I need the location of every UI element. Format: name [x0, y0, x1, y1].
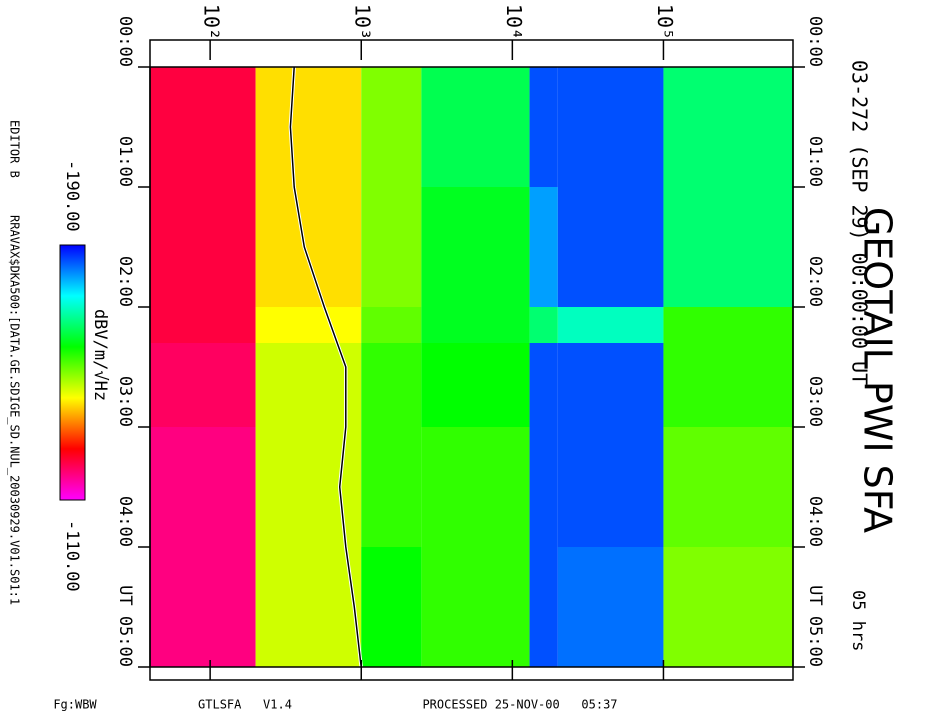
y-tick-label: 02:00 — [115, 256, 135, 307]
cell — [361, 307, 422, 343]
cell — [557, 307, 664, 343]
cell — [557, 187, 664, 307]
y-tick-label: 03:00 — [115, 376, 135, 427]
cell — [150, 427, 256, 547]
cell — [663, 67, 793, 187]
cell — [150, 547, 256, 667]
cell — [421, 67, 530, 187]
cell — [255, 187, 362, 307]
y-tick-label: UT 05:00 — [805, 585, 825, 667]
cell — [529, 343, 558, 427]
colorbar-max: -110.00 — [62, 520, 82, 592]
cell — [421, 307, 530, 343]
y-tick-label: 02:00 — [805, 256, 825, 307]
cell — [255, 307, 362, 343]
cell — [557, 67, 664, 187]
x-tick-label: 10⁵ — [653, 4, 677, 40]
colorbar-min: -190.00 — [62, 160, 82, 232]
x-tick-label: 10⁴ — [502, 4, 526, 40]
cell — [361, 67, 422, 187]
cell — [663, 307, 793, 343]
chart-title: GEOTAIL PWI SFA — [856, 207, 900, 533]
editor: EDITOR B — [8, 120, 22, 178]
cell — [421, 427, 530, 547]
y-tick-label: 04:00 — [115, 496, 135, 547]
y-tick-label: 00:00 — [115, 16, 135, 67]
cell — [557, 427, 664, 547]
cell — [361, 547, 422, 667]
y-tick-label: 03:00 — [805, 376, 825, 427]
duration: 05 hrs — [848, 590, 868, 651]
cell — [529, 307, 558, 343]
y-tick-label: 00:00 — [805, 16, 825, 67]
x-tick-label: 10² — [200, 4, 224, 40]
cell — [421, 343, 530, 427]
cell — [150, 343, 256, 427]
footer-left: Fg:WBW — [53, 698, 97, 712]
cell — [663, 547, 793, 667]
y-tick-label: 04:00 — [805, 496, 825, 547]
y-tick-label: UT 05:00 — [115, 585, 135, 667]
cell — [255, 67, 362, 187]
cell — [150, 67, 256, 187]
source-file: RRAVAX$DKA500:[DATA.GE.SDIGE_SD.NUL_2003… — [8, 215, 22, 605]
cell — [361, 343, 422, 427]
cell — [150, 307, 256, 343]
cell — [663, 187, 793, 307]
footer-mid: GTLSFA V1.4 — [198, 698, 292, 712]
subtitle: 03-272 (SEP 29) 00:00:00 UT — [848, 60, 872, 385]
cell — [557, 343, 664, 427]
y-tick-label: 01:00 — [115, 136, 135, 187]
colorbar-label: dBV/m/√Hz — [90, 309, 110, 401]
y-tick-label: 01:00 — [805, 136, 825, 187]
cell — [529, 187, 558, 307]
cell — [529, 427, 558, 547]
cell — [150, 187, 256, 307]
cell — [361, 187, 422, 307]
cell — [421, 547, 530, 667]
cell — [557, 547, 664, 667]
cell — [255, 547, 362, 667]
footer-right: PROCESSED 25-NOV-00 05:37 — [422, 698, 617, 712]
cell — [361, 427, 422, 547]
cell — [421, 187, 530, 307]
cell — [529, 67, 558, 187]
trace — [289, 66, 362, 668]
x-tick-label: 10³ — [351, 4, 375, 40]
cell — [529, 547, 558, 667]
colorbar — [59, 244, 86, 501]
cell — [663, 427, 793, 547]
cell — [663, 343, 793, 427]
